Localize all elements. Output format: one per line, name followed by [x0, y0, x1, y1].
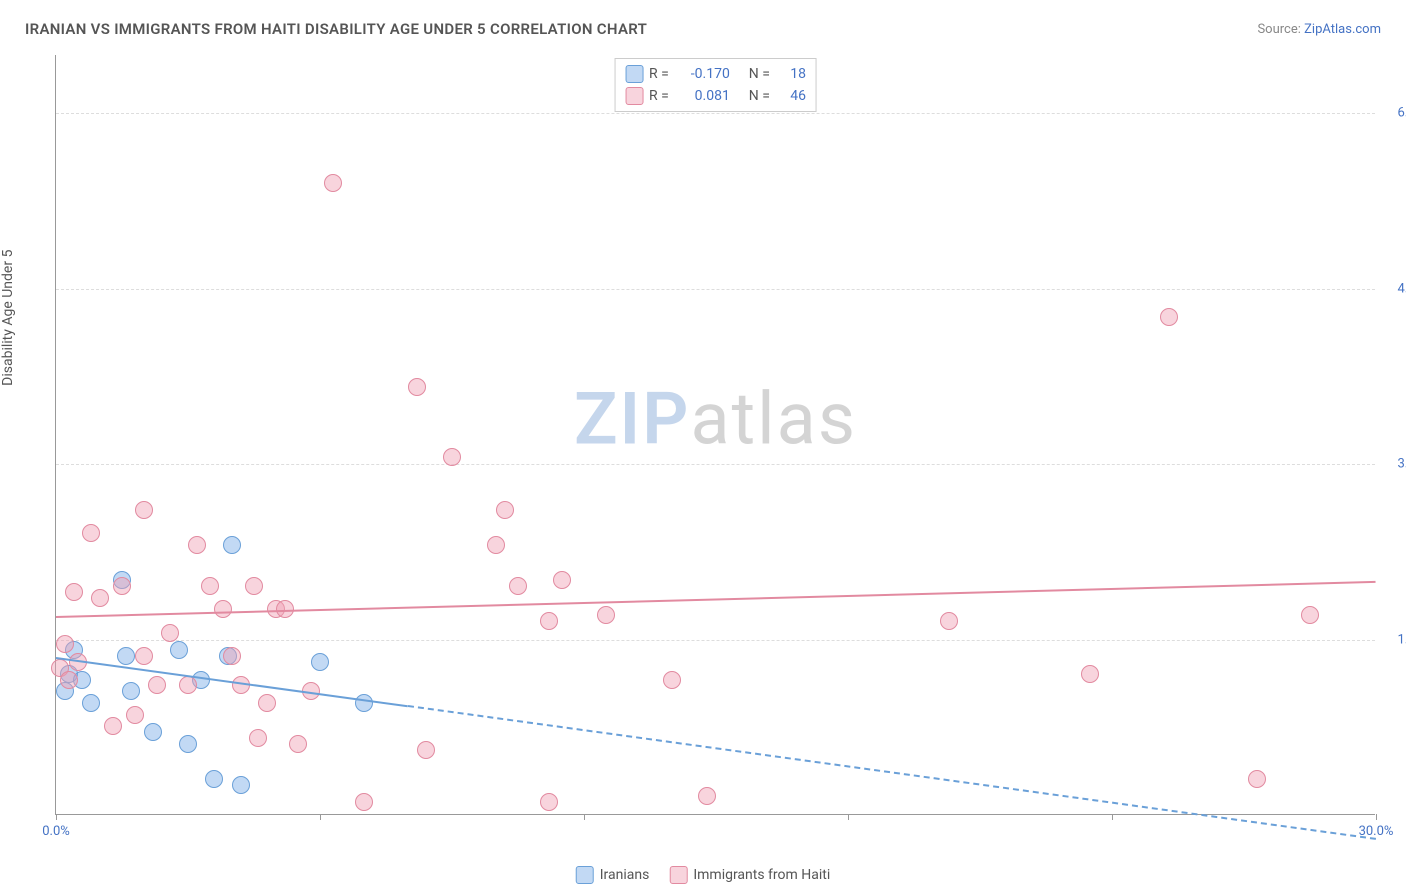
scatter-point	[205, 770, 223, 788]
gridline	[56, 113, 1375, 114]
gridline	[56, 289, 1375, 290]
stat-r-label: R =	[649, 66, 669, 82]
scatter-point	[408, 378, 426, 396]
scatter-point	[698, 787, 716, 805]
stat-n-label: N =	[749, 66, 770, 82]
scatter-point	[82, 524, 100, 542]
scatter-point	[144, 723, 162, 741]
scatter-point	[940, 612, 958, 630]
legend-label: Immigrants from Haiti	[693, 867, 830, 883]
y-tick-label: 3.0%	[1380, 457, 1406, 472]
scatter-point	[663, 671, 681, 689]
scatter-point	[113, 577, 131, 595]
scatter-point	[1081, 665, 1099, 683]
scatter-point	[56, 635, 74, 653]
scatter-point	[188, 536, 206, 554]
scatter-point	[1160, 308, 1178, 326]
scatter-point	[289, 735, 307, 753]
scatter-point	[91, 589, 109, 607]
scatter-point	[311, 653, 329, 671]
scatter-point	[82, 694, 100, 712]
scatter-point	[214, 600, 232, 618]
legend-label: Iranians	[600, 867, 650, 883]
scatter-point	[245, 577, 263, 595]
x-tick-mark	[848, 814, 849, 820]
scatter-point	[258, 694, 276, 712]
scatter-point	[1248, 770, 1266, 788]
stats-row: R = -0.170 N = 18	[625, 63, 806, 85]
stats-row: R = 0.081 N = 46	[625, 85, 806, 107]
stat-n-value: 18	[776, 66, 806, 82]
series-swatch	[625, 87, 643, 105]
source-link[interactable]: ZipAtlas.com	[1304, 22, 1381, 37]
y-tick-label: 1.5%	[1380, 632, 1406, 647]
source-attribution: Source: ZipAtlas.com	[1257, 22, 1381, 37]
scatter-point	[60, 671, 78, 689]
scatter-point	[223, 536, 241, 554]
x-tick-mark	[320, 814, 321, 820]
plot-area: ZIPatlas R = -0.170 N = 18 R = 0.081 N = 46 1…	[55, 55, 1375, 815]
stat-r-label: R =	[649, 88, 669, 104]
watermark-part2: atlas	[690, 377, 857, 462]
legend-item: Iranians	[576, 866, 650, 884]
scatter-point	[122, 682, 140, 700]
scatter-point	[1301, 606, 1319, 624]
scatter-point	[65, 583, 83, 601]
stat-r-value: 0.081	[675, 88, 730, 104]
scatter-point	[179, 735, 197, 753]
scatter-point	[148, 676, 166, 694]
x-tick-label: 0.0%	[42, 824, 70, 839]
series-swatch	[625, 65, 643, 83]
watermark-part1: ZIP	[574, 377, 690, 462]
scatter-point	[232, 676, 250, 694]
scatter-point	[117, 647, 135, 665]
scatter-point	[540, 612, 558, 630]
trend-line	[408, 705, 1376, 840]
scatter-point	[597, 606, 615, 624]
legend: Iranians Immigrants from Haiti	[576, 866, 831, 884]
scatter-point	[509, 577, 527, 595]
scatter-point	[324, 174, 342, 192]
x-tick-mark	[1376, 814, 1377, 820]
legend-item: Immigrants from Haiti	[669, 866, 830, 884]
source-label: Source:	[1257, 22, 1300, 37]
scatter-point	[553, 571, 571, 589]
stat-n-label: N =	[749, 88, 770, 104]
scatter-point	[249, 729, 267, 747]
scatter-point	[170, 641, 188, 659]
gridline	[56, 464, 1375, 465]
scatter-point	[496, 501, 514, 519]
scatter-point	[126, 706, 144, 724]
scatter-point	[232, 776, 250, 794]
scatter-point	[201, 577, 219, 595]
watermark: ZIPatlas	[574, 377, 857, 462]
scatter-point	[179, 676, 197, 694]
scatter-point	[135, 647, 153, 665]
legend-swatch	[669, 866, 687, 884]
scatter-point	[487, 536, 505, 554]
correlation-stats-box: R = -0.170 N = 18 R = 0.081 N = 46	[614, 58, 817, 112]
y-tick-label: 4.5%	[1380, 281, 1406, 296]
stat-n-value: 46	[776, 88, 806, 104]
scatter-point	[355, 793, 373, 811]
stat-r-value: -0.170	[675, 66, 730, 82]
scatter-point	[540, 793, 558, 811]
legend-swatch	[576, 866, 594, 884]
scatter-point	[355, 694, 373, 712]
chart-title: IRANIAN VS IMMIGRANTS FROM HAITI DISABIL…	[25, 20, 647, 38]
y-axis-label: Disability Age Under 5	[0, 250, 16, 386]
scatter-point	[443, 448, 461, 466]
x-tick-mark	[584, 814, 585, 820]
x-tick-mark	[1112, 814, 1113, 820]
scatter-point	[135, 501, 153, 519]
y-tick-label: 6.0%	[1380, 106, 1406, 121]
gridline	[56, 640, 1375, 641]
scatter-point	[417, 741, 435, 759]
scatter-point	[223, 647, 241, 665]
scatter-point	[161, 624, 179, 642]
x-tick-mark	[56, 814, 57, 820]
scatter-point	[104, 717, 122, 735]
